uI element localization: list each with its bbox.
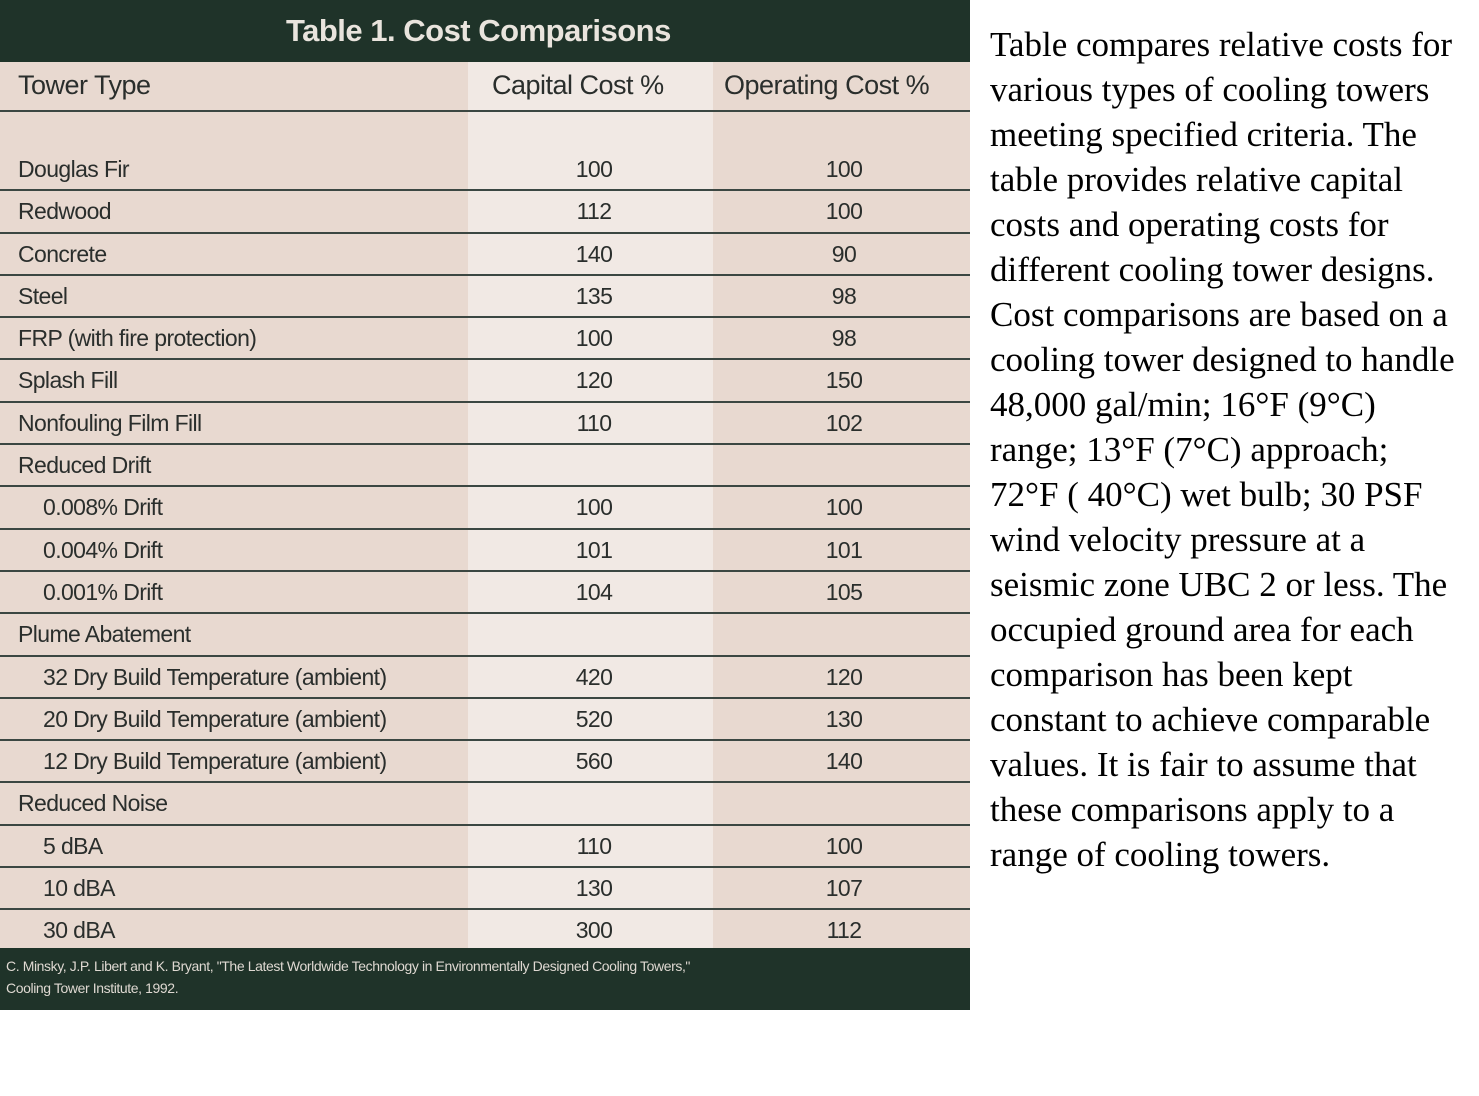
- cell-tower-type: 10 dBA: [43, 875, 115, 902]
- table-body: Douglas Fir 100 100 Redwood 112 100 Concrete 14…: [0, 149, 970, 953]
- cell-operating-cost: 98: [831, 282, 857, 309]
- table-row: Redwood 112 100: [0, 191, 970, 234]
- cell-tower-type: 30 dBA: [43, 917, 115, 944]
- table-row: 12 Dry Build Temperature (ambient) 560 140: [0, 741, 970, 784]
- source-line-1: C. Minsky, J.P. Libert and K. Bryant, "T…: [6, 958, 691, 974]
- cell-capital-cost: 120: [575, 367, 613, 394]
- cell-tower-type: 5 dBA: [43, 832, 103, 859]
- table-row: Reduced Noise: [0, 783, 970, 826]
- cell-operating-cost: 120: [825, 663, 863, 690]
- cell-tower-type: Concrete: [18, 240, 107, 267]
- cell-tower-type: Splash Fill: [18, 367, 118, 394]
- cell-capital-cost: 130: [575, 875, 613, 902]
- cell-tower-type: FRP (with fire protection): [18, 325, 257, 352]
- cost-table: Tower Type Capital Cost % Operating Cost…: [0, 62, 970, 953]
- table-row: 30 dBA 300 112: [0, 910, 970, 953]
- cell-tower-type: 0.001% Drift: [43, 578, 163, 605]
- cell-capital-cost: 560: [575, 748, 613, 775]
- cell-capital-cost: 140: [575, 240, 613, 267]
- cell-operating-cost: 107: [825, 875, 863, 902]
- description-paragraph: Table compares relative costs for variou…: [990, 25, 1455, 874]
- cell-tower-type: Plume Abatement: [18, 621, 191, 648]
- cell-capital-cost: 520: [575, 705, 613, 732]
- cell-operating-cost: 112: [826, 917, 862, 944]
- cell-capital-cost: 110: [576, 832, 612, 859]
- cell-capital-cost: 110: [576, 409, 612, 436]
- cell-operating-cost: 90: [831, 240, 857, 267]
- cell-operating-cost: 100: [825, 494, 863, 521]
- cell-tower-type: Steel: [18, 282, 68, 309]
- table-row: 32 Dry Build Temperature (ambient) 420 120: [0, 657, 970, 699]
- table-row: 20 Dry Build Temperature (ambient) 520 130: [0, 699, 970, 742]
- cell-tower-type: 12 Dry Build Temperature (ambient): [43, 748, 387, 775]
- cell-operating-cost: 150: [825, 367, 863, 394]
- cell-tower-type: Reduced Drift: [18, 452, 151, 479]
- cell-tower-type: 20 Dry Build Temperature (ambient): [43, 705, 387, 732]
- cell-operating-cost: 100: [825, 832, 863, 859]
- table-header-row: Tower Type Capital Cost % Operating Cost…: [0, 62, 970, 112]
- table-row: Plume Abatement: [0, 614, 970, 657]
- cell-capital-cost: 100: [575, 156, 613, 182]
- table-row: 0.004% Drift 101 101: [0, 530, 970, 572]
- cell-tower-type: 0.004% Drift: [43, 536, 163, 563]
- cell-capital-cost: 112: [576, 198, 612, 225]
- table-row: Reduced Drift: [0, 445, 970, 488]
- cell-operating-cost: 100: [825, 156, 863, 182]
- table-row: Splash Fill 120 150: [0, 360, 970, 403]
- table-row: Nonfouling Film Fill 110 102: [0, 403, 970, 446]
- table-row: 10 dBA 130 107: [0, 868, 970, 911]
- table-source-citation: C. Minsky, J.P. Libert and K. Bryant, "T…: [0, 948, 970, 1010]
- cell-capital-cost: 101: [575, 536, 613, 563]
- header-operating-cost: Operating Cost %: [724, 70, 930, 100]
- cell-capital-cost: 100: [575, 494, 613, 521]
- cell-capital-cost: 420: [575, 663, 613, 690]
- capital-column-background: [468, 62, 713, 949]
- cell-capital-cost: 104: [575, 578, 613, 605]
- cell-operating-cost: 100: [825, 198, 863, 225]
- cell-tower-type: 32 Dry Build Temperature (ambient): [43, 663, 387, 690]
- header-spacer: [0, 112, 970, 149]
- cell-operating-cost: 98: [831, 325, 857, 352]
- table-row: Steel 135 98: [0, 276, 970, 319]
- header-capital-cost: Capital Cost %: [492, 70, 664, 100]
- table-row: 0.001% Drift 104 105: [0, 572, 970, 615]
- cell-capital-cost: 135: [575, 282, 613, 309]
- cell-operating-cost: 140: [825, 748, 863, 775]
- cost-comparison-table-panel: Table 1. Cost Comparisons Tower Type Cap…: [0, 0, 970, 1010]
- cell-capital-cost: 300: [575, 917, 613, 944]
- header-tower-type: Tower Type: [18, 70, 151, 100]
- table-title: Table 1. Cost Comparisons: [0, 0, 970, 62]
- cell-operating-cost: 101: [825, 536, 863, 563]
- table-row: 0.008% Drift 100 100: [0, 487, 970, 530]
- cell-tower-type: Redwood: [18, 198, 112, 225]
- cell-operating-cost: 130: [825, 705, 863, 732]
- table-row: Concrete 140 90: [0, 234, 970, 276]
- table-row: FRP (with fire protection) 100 98: [0, 318, 970, 361]
- cell-tower-type: Reduced Noise: [18, 790, 168, 817]
- cell-operating-cost: 102: [825, 409, 863, 436]
- cell-tower-type: Douglas Fir: [18, 156, 130, 182]
- cell-tower-type: Nonfouling Film Fill: [18, 409, 202, 436]
- table-row: Douglas Fir 100 100: [0, 149, 970, 192]
- cell-capital-cost: 100: [575, 325, 613, 352]
- source-line-2: Cooling Tower Institute, 1992.: [6, 980, 179, 996]
- cell-operating-cost: 105: [825, 578, 863, 605]
- table-row: 5 dBA 110 100: [0, 826, 970, 869]
- cell-tower-type: 0.008% Drift: [43, 494, 163, 521]
